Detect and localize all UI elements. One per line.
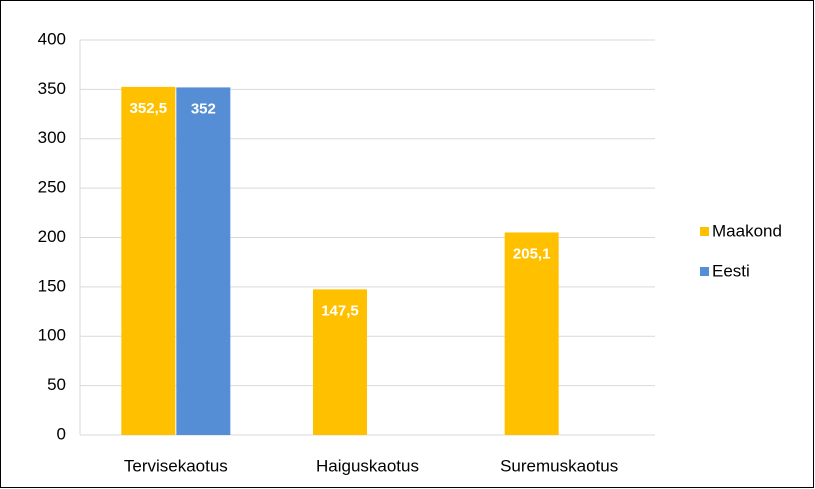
y-tick-label: 150 [38, 276, 66, 295]
x-tick-label: Haiguskaotus [316, 456, 419, 475]
bar [313, 289, 367, 435]
legend-swatch [700, 267, 709, 276]
bar [504, 232, 559, 435]
legend-label: Eesti [712, 261, 750, 280]
bar [121, 86, 176, 435]
x-tick-label: Suremuskaotus [500, 456, 618, 475]
legend-label: Maakond [712, 221, 782, 240]
value-label: 352,5 [130, 100, 168, 117]
y-tick-label: 50 [47, 375, 66, 394]
y-tick-label: 400 [38, 29, 66, 48]
value-label: 352 [191, 100, 216, 117]
y-tick-label: 200 [38, 227, 66, 246]
y-tick-label: 350 [38, 79, 66, 98]
y-tick-label: 100 [38, 326, 66, 345]
value-label: 147,5 [321, 302, 359, 319]
y-tick-label: 300 [38, 128, 66, 147]
legend-swatch [700, 227, 709, 236]
x-tick-label: Tervisekaotus [124, 456, 228, 475]
y-tick-label: 0 [57, 424, 66, 443]
value-label: 205,1 [513, 245, 551, 262]
bar [176, 87, 231, 436]
y-tick-label: 250 [38, 178, 66, 197]
